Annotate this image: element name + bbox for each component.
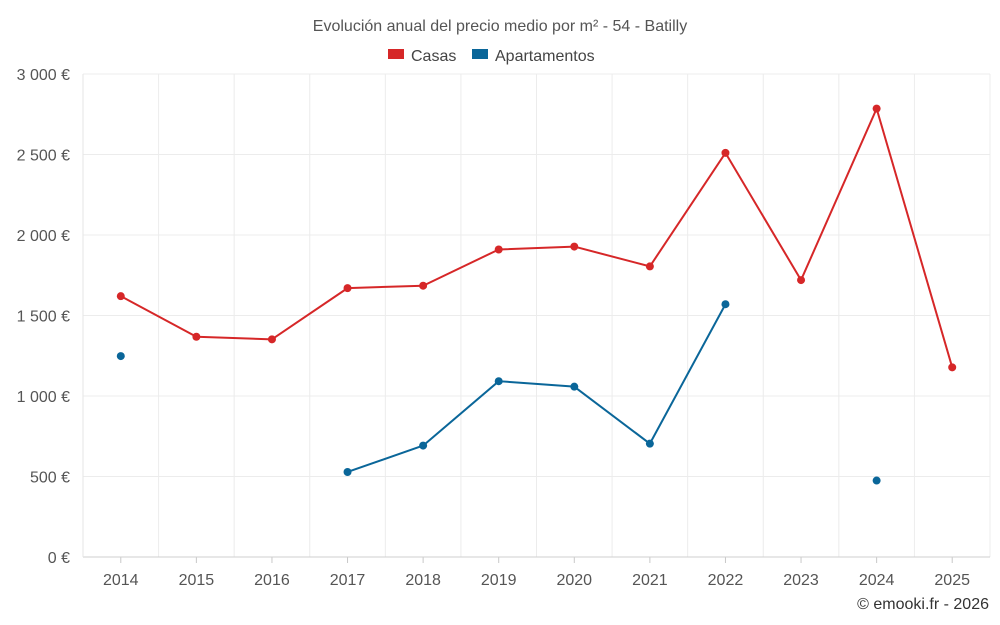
data-point-casas-2015[interactable] xyxy=(192,332,201,341)
legend: Casas Apartamentos xyxy=(388,48,595,65)
data-point-apartamentos-2014[interactable] xyxy=(116,352,125,361)
data-point-apartamentos-2024[interactable] xyxy=(872,476,881,485)
data-point-apartamentos-2017[interactable] xyxy=(343,467,352,476)
data-point-casas-2024[interactable] xyxy=(872,104,881,113)
series-layer xyxy=(116,104,957,485)
legend-label-apartamentos[interactable]: Apartamentos xyxy=(495,48,595,65)
y-tick-label: 0 € xyxy=(48,550,70,567)
data-point-casas-2021[interactable] xyxy=(645,262,654,271)
data-point-casas-2023[interactable] xyxy=(797,276,806,285)
data-point-casas-2018[interactable] xyxy=(419,281,428,290)
data-point-apartamentos-2019[interactable] xyxy=(494,377,503,386)
credit-text: © emooki.fr - 2026 xyxy=(857,596,989,613)
data-point-casas-2022[interactable] xyxy=(721,148,730,157)
x-tick-label: 2021 xyxy=(632,572,668,589)
legend-swatch-apartamentos xyxy=(472,49,488,59)
y-tick-label: 500 € xyxy=(30,470,70,487)
x-tick-label: 2023 xyxy=(783,572,819,589)
series-line-apartamentos xyxy=(347,303,727,473)
y-tick-label: 3 000 € xyxy=(17,67,70,84)
x-tick-label: 2019 xyxy=(481,572,517,589)
data-point-casas-2016[interactable] xyxy=(267,335,276,344)
data-point-casas-2020[interactable] xyxy=(570,242,579,251)
data-point-apartamentos-2022[interactable] xyxy=(721,300,730,309)
x-tick-label: 2020 xyxy=(556,572,592,589)
x-tick-label: 2014 xyxy=(103,572,139,589)
data-point-casas-2019[interactable] xyxy=(494,245,503,254)
series-line-casas xyxy=(120,107,954,368)
grid xyxy=(83,73,991,557)
data-point-casas-2017[interactable] xyxy=(343,284,352,293)
x-tick-label: 2015 xyxy=(179,572,215,589)
x-tick-label: 2018 xyxy=(405,572,441,589)
data-point-apartamentos-2021[interactable] xyxy=(645,439,654,448)
x-tick-label: 2024 xyxy=(859,572,895,589)
legend-label-casas[interactable]: Casas xyxy=(411,48,456,65)
legend-swatch-casas xyxy=(388,49,404,59)
x-tick-label: 2017 xyxy=(330,572,366,589)
x-tick-label: 2022 xyxy=(708,572,744,589)
y-tick-label: 2 000 € xyxy=(17,228,70,245)
data-point-apartamentos-2018[interactable] xyxy=(419,441,428,450)
data-point-apartamentos-2020[interactable] xyxy=(570,382,579,391)
data-point-casas-2025[interactable] xyxy=(948,363,957,372)
chart-title: Evolución anual del precio medio por m² … xyxy=(313,18,687,35)
x-tick-label: 2025 xyxy=(934,572,970,589)
y-tick-label: 1 500 € xyxy=(17,309,70,326)
data-point-casas-2014[interactable] xyxy=(116,292,125,301)
axes: 0 € 500 € 1 000 € 1 500 € 2 000 € 2 500 € 3 00… xyxy=(17,67,990,589)
y-tick-label: 1 000 € xyxy=(17,389,70,406)
y-tick-label: 2 500 € xyxy=(17,148,70,165)
x-tick-label: 2016 xyxy=(254,572,290,589)
